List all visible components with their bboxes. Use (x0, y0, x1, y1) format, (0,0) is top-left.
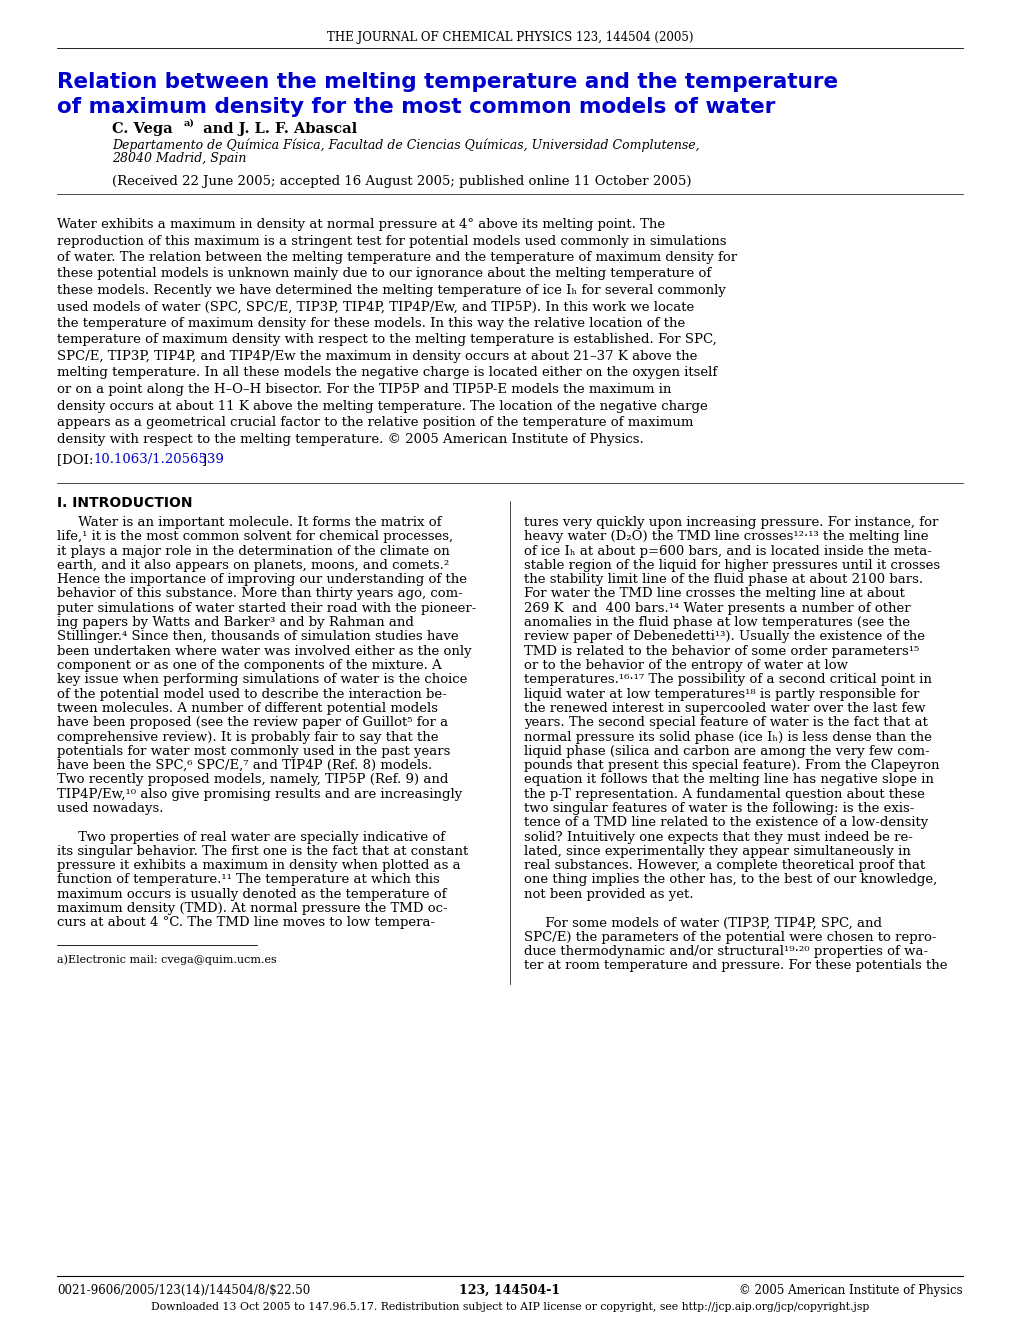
Text: (Received 22 June 2005; accepted 16 August 2005; published online 11 October 200: (Received 22 June 2005; accepted 16 Augu… (112, 176, 691, 187)
Text: duce thermodynamic and/or structural¹⁹·²⁰ properties of wa-: duce thermodynamic and/or structural¹⁹·²… (524, 945, 927, 958)
Text: not been provided as yet.: not been provided as yet. (524, 888, 693, 900)
Text: ing papers by Watts and Barker³ and by Rahman and: ing papers by Watts and Barker³ and by R… (57, 616, 414, 630)
Text: real substances. However, a complete theoretical proof that: real substances. However, a complete the… (524, 859, 924, 873)
Text: life,¹ it is the most common solvent for chemical processes,: life,¹ it is the most common solvent for… (57, 531, 452, 544)
Text: liquid phase (silica and carbon are among the very few com-: liquid phase (silica and carbon are amon… (524, 744, 928, 758)
Text: 10.1063/1.2056539: 10.1063/1.2056539 (93, 453, 223, 466)
Text: review paper of Debenedetti¹³). Usually the existence of the: review paper of Debenedetti¹³). Usually … (524, 631, 924, 643)
Text: TMD is related to the behavior of some order parameters¹⁵: TMD is related to the behavior of some o… (524, 644, 918, 657)
Text: tures very quickly upon increasing pressure. For instance, for: tures very quickly upon increasing press… (524, 516, 937, 529)
Text: 123, 144504-1: 123, 144504-1 (459, 1284, 560, 1298)
Text: maximum density (TMD). At normal pressure the TMD oc-: maximum density (TMD). At normal pressur… (57, 902, 447, 915)
Text: normal pressure its solid phase (ice Iₕ) is less dense than the: normal pressure its solid phase (ice Iₕ)… (524, 730, 931, 743)
Text: Departamento de Química Física, Facultad de Ciencias Químicas, Universidad Compl: Departamento de Química Física, Facultad… (112, 139, 699, 152)
Text: lated, since experimentally they appear simultaneously in: lated, since experimentally they appear … (524, 845, 910, 858)
Text: temperature of maximum density with respect to the melting temperature is establ: temperature of maximum density with resp… (57, 334, 716, 346)
Text: the temperature of maximum density for these models. In this way the relative lo: the temperature of maximum density for t… (57, 317, 685, 330)
Text: potentials for water most commonly used in the past years: potentials for water most commonly used … (57, 744, 450, 758)
Text: of ice Iₕ at about p=600 bars, and is located inside the meta-: of ice Iₕ at about p=600 bars, and is lo… (524, 545, 931, 557)
Text: appears as a geometrical crucial factor to the relative position of the temperat: appears as a geometrical crucial factor … (57, 416, 693, 429)
Text: stable region of the liquid for higher pressures until it crosses: stable region of the liquid for higher p… (524, 558, 940, 572)
Text: © 2005 American Institute of Physics: © 2005 American Institute of Physics (739, 1284, 962, 1298)
Text: of water. The relation between the melting temperature and the temperature of ma: of water. The relation between the melti… (57, 251, 737, 264)
Text: or to the behavior of the entropy of water at low: or to the behavior of the entropy of wat… (524, 659, 847, 672)
Text: 28040 Madrid, Spain: 28040 Madrid, Spain (112, 152, 247, 165)
Text: it plays a major role in the determination of the climate on: it plays a major role in the determinati… (57, 545, 449, 557)
Text: of the potential model used to describe the interaction be-: of the potential model used to describe … (57, 688, 446, 701)
Text: For some models of water (TIP3P, TIP4P, SPC, and: For some models of water (TIP3P, TIP4P, … (524, 916, 881, 929)
Text: equation it follows that the melting line has negative slope in: equation it follows that the melting lin… (524, 774, 933, 787)
Text: solid? Intuitively one expects that they must indeed be re-: solid? Intuitively one expects that they… (524, 830, 912, 843)
Text: tween molecules. A number of different potential models: tween molecules. A number of different p… (57, 702, 437, 715)
Text: SPC/E) the parameters of the potential were chosen to repro-: SPC/E) the parameters of the potential w… (524, 931, 935, 944)
Text: or on a point along the H–O–H bisector. For the TIP5P and TIP5P-E models the max: or on a point along the H–O–H bisector. … (57, 383, 671, 396)
Text: have been proposed (see the review paper of Guillot⁵ for a: have been proposed (see the review paper… (57, 717, 447, 729)
Text: liquid water at low temperatures¹⁸ is partly responsible for: liquid water at low temperatures¹⁸ is pa… (524, 688, 918, 701)
Text: the renewed interest in supercooled water over the last few: the renewed interest in supercooled wate… (524, 702, 924, 715)
Text: density occurs at about 11 K above the melting temperature. The location of the : density occurs at about 11 K above the m… (57, 400, 707, 413)
Text: earth, and it also appears on planets, moons, and comets.²: earth, and it also appears on planets, m… (57, 558, 448, 572)
Text: C. Vega: C. Vega (112, 121, 172, 136)
Text: one thing implies the other has, to the best of our knowledge,: one thing implies the other has, to the … (524, 874, 936, 887)
Text: a)Electronic mail: cvega@quim.ucm.es: a)Electronic mail: cvega@quim.ucm.es (57, 954, 276, 965)
Text: Downloaded 13 Oct 2005 to 147.96.5.17. Redistribution subject to AIP license or : Downloaded 13 Oct 2005 to 147.96.5.17. R… (151, 1302, 868, 1312)
Text: two singular features of water is the following: is the exis-: two singular features of water is the fo… (524, 803, 913, 814)
Text: Two recently proposed models, namely, TIP5P (Ref. 9) and: Two recently proposed models, namely, TI… (57, 774, 448, 787)
Text: melting temperature. In all these models the negative charge is located either o: melting temperature. In all these models… (57, 367, 716, 379)
Text: Water exhibits a maximum in density at normal pressure at 4° above its melting p: Water exhibits a maximum in density at n… (57, 218, 664, 231)
Text: 269 K  and  400 bars.¹⁴ Water presents a number of other: 269 K and 400 bars.¹⁴ Water presents a n… (524, 602, 910, 615)
Text: [DOI:: [DOI: (57, 453, 98, 466)
Text: have been the SPC,⁶ SPC/E,⁷ and TIP4P (Ref. 8) models.: have been the SPC,⁶ SPC/E,⁷ and TIP4P (R… (57, 759, 432, 772)
Text: maximum occurs is usually denoted as the temperature of: maximum occurs is usually denoted as the… (57, 888, 446, 900)
Text: a): a) (183, 119, 195, 128)
Text: Stillinger.⁴ Since then, thousands of simulation studies have: Stillinger.⁴ Since then, thousands of si… (57, 631, 459, 643)
Text: Water is an important molecule. It forms the matrix of: Water is an important molecule. It forms… (57, 516, 441, 529)
Text: component or as one of the components of the mixture. A: component or as one of the components of… (57, 659, 441, 672)
Text: Two properties of real water are specially indicative of: Two properties of real water are special… (57, 830, 444, 843)
Text: the stability limit line of the fluid phase at about 2100 bars.: the stability limit line of the fluid ph… (524, 573, 922, 586)
Text: behavior of this substance. More than thirty years ago, com-: behavior of this substance. More than th… (57, 587, 463, 601)
Text: THE JOURNAL OF CHEMICAL PHYSICS 123, 144504 (2005): THE JOURNAL OF CHEMICAL PHYSICS 123, 144… (326, 32, 693, 45)
Text: been undertaken where water was involved either as the only: been undertaken where water was involved… (57, 644, 471, 657)
Text: years. The second special feature of water is the fact that at: years. The second special feature of wat… (524, 717, 927, 729)
Text: these potential models is unknown mainly due to our ignorance about the melting : these potential models is unknown mainly… (57, 268, 710, 281)
Text: For water the TMD line crosses the melting line at about: For water the TMD line crosses the melti… (524, 587, 904, 601)
Text: used models of water (SPC, SPC/E, TIP3P, TIP4P, TIP4P/Ew, and TIP5P). In this wo: used models of water (SPC, SPC/E, TIP3P,… (57, 301, 694, 314)
Text: TIP4P/Ew,¹⁰ also give promising results and are increasingly: TIP4P/Ew,¹⁰ also give promising results … (57, 788, 462, 801)
Text: pressure it exhibits a maximum in density when plotted as a: pressure it exhibits a maximum in densit… (57, 859, 461, 873)
Text: anomalies in the fluid phase at low temperatures (see the: anomalies in the fluid phase at low temp… (524, 616, 909, 630)
Text: puter simulations of water started their road with the pioneer-: puter simulations of water started their… (57, 602, 476, 615)
Text: reproduction of this maximum is a stringent test for potential models used commo: reproduction of this maximum is a string… (57, 235, 726, 248)
Text: 0021-9606/2005/123(14)/144504/8/$22.50: 0021-9606/2005/123(14)/144504/8/$22.50 (57, 1284, 310, 1298)
Text: I. INTRODUCTION: I. INTRODUCTION (57, 496, 193, 510)
Text: pounds that present this special feature). From the Clapeyron: pounds that present this special feature… (524, 759, 938, 772)
Text: temperatures.¹⁶·¹⁷ The possibility of a second critical point in: temperatures.¹⁶·¹⁷ The possibility of a … (524, 673, 931, 686)
Text: ter at room temperature and pressure. For these potentials the: ter at room temperature and pressure. Fo… (524, 960, 947, 973)
Text: of maximum density for the most common models of water: of maximum density for the most common m… (57, 96, 774, 117)
Text: and J. L. F. Abascal: and J. L. F. Abascal (198, 121, 357, 136)
Text: ]: ] (201, 453, 206, 466)
Text: key issue when performing simulations of water is the choice: key issue when performing simulations of… (57, 673, 467, 686)
Text: Relation between the melting temperature and the temperature: Relation between the melting temperature… (57, 73, 838, 92)
Text: SPC/E, TIP3P, TIP4P, and TIP4P/Ew the maximum in density occurs at about 21–37 K: SPC/E, TIP3P, TIP4P, and TIP4P/Ew the ma… (57, 350, 697, 363)
Text: function of temperature.¹¹ The temperature at which this: function of temperature.¹¹ The temperatu… (57, 874, 439, 887)
Text: its singular behavior. The first one is the fact that at constant: its singular behavior. The first one is … (57, 845, 468, 858)
Text: Hence the importance of improving our understanding of the: Hence the importance of improving our un… (57, 573, 467, 586)
Text: density with respect to the melting temperature. © 2005 American Institute of Ph: density with respect to the melting temp… (57, 433, 643, 446)
Text: used nowadays.: used nowadays. (57, 803, 163, 814)
Text: curs at about 4 °C. The TMD line moves to low tempera-: curs at about 4 °C. The TMD line moves t… (57, 916, 435, 929)
Text: heavy water (D₂O) the TMD line crosses¹²·¹³ the melting line: heavy water (D₂O) the TMD line crosses¹²… (524, 531, 927, 544)
Text: the p-T representation. A fundamental question about these: the p-T representation. A fundamental qu… (524, 788, 924, 801)
Text: comprehensive review). It is probably fair to say that the: comprehensive review). It is probably fa… (57, 730, 438, 743)
Text: tence of a TMD line related to the existence of a low-density: tence of a TMD line related to the exist… (524, 816, 927, 829)
Text: these models. Recently we have determined the melting temperature of ice Iₕ for : these models. Recently we have determine… (57, 284, 726, 297)
